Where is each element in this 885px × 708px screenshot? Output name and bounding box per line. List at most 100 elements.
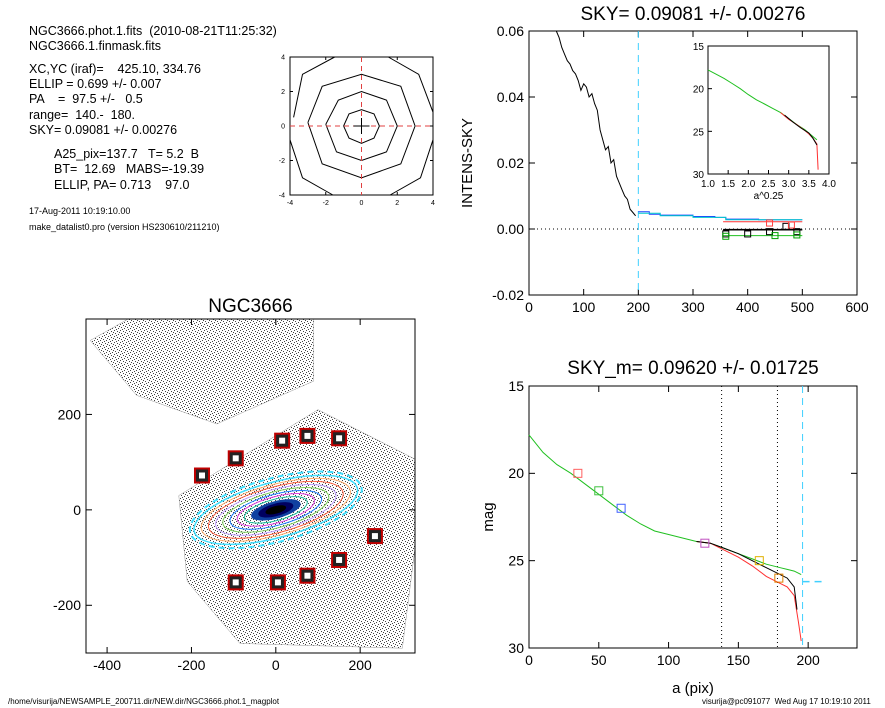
header-position-angle: PA = 97.5 +/- 0.5	[29, 92, 143, 106]
mag-xtick-label: 50	[591, 652, 607, 668]
sky-marker	[766, 228, 774, 236]
sky-box-center	[232, 579, 239, 586]
contour-ytick-label: -4	[279, 192, 285, 199]
galaxy-isophote	[265, 505, 287, 515]
sky-ytick-label: 0.02	[497, 155, 524, 171]
contour-ytick-label: 4	[281, 54, 285, 61]
inset-xtick-label: 2.5	[762, 179, 776, 190]
contour-ytick-label: 2	[281, 89, 285, 96]
galaxy-isophote	[200, 477, 351, 542]
galaxy-isophote	[207, 480, 344, 539]
mag-xtick-label: 0	[525, 652, 533, 668]
galaxy-xtick-label: -400	[93, 657, 121, 673]
sky-marker	[722, 232, 730, 240]
sky-ytick-label: -0.02	[492, 287, 524, 303]
sky-box-center	[304, 432, 311, 439]
galaxy-sky-ellipse	[188, 470, 363, 550]
mag-xlabel: a (pix)	[672, 680, 714, 697]
mag-marker	[573, 468, 583, 478]
header-date: 17-Aug-2011 10:19:10.00	[29, 206, 131, 216]
sky-ytick-label: 0.00	[497, 221, 524, 237]
sky-xtick-label: 300	[681, 299, 705, 315]
inset-xlabel: a^0.25	[754, 191, 784, 202]
sky-box-center	[274, 579, 281, 586]
galaxy-xtick-label: -200	[177, 657, 205, 673]
galaxy-ytick-label: 0	[73, 502, 81, 518]
contour-line	[293, 56, 335, 118]
contour-line	[325, 90, 398, 162]
inset-ytick-label: 15	[693, 42, 705, 53]
inset-xtick-label: 4.0	[822, 179, 836, 190]
sky-box-center	[336, 435, 343, 442]
contour-line	[289, 139, 334, 196]
mag-xtick-label: 200	[796, 652, 820, 668]
sky-box-center	[232, 455, 239, 462]
galaxy-isophote	[222, 486, 330, 533]
footer-user: visurija@pc091077 Wed Aug 17 10:19:10 20…	[702, 697, 871, 706]
sky-box-center	[304, 572, 311, 579]
contour-xtick-label: 0	[360, 200, 364, 207]
footer-path: /home/visurija/NEWSAMPLE_200711.dir/NEW.…	[8, 697, 280, 706]
mag-xtick-label: 100	[657, 652, 681, 668]
sky-marker	[766, 219, 774, 227]
sky-xtick-label: 600	[845, 299, 869, 315]
inset-ytick-label: 30	[693, 170, 705, 181]
sky-box-center	[279, 437, 286, 444]
sky-box-center	[198, 472, 205, 479]
inset-xtick-label: 2.0	[741, 179, 755, 190]
galaxy-isophote	[215, 483, 337, 536]
sky-field-main	[178, 409, 415, 649]
sky-marker	[787, 221, 795, 229]
mag-ylabel: mag	[480, 502, 497, 531]
header-program: make_datalist0.pro (version HS230610/211…	[29, 222, 220, 232]
mag-marker	[774, 573, 784, 583]
galaxy-isophote	[193, 474, 359, 546]
galaxy-axes	[85, 318, 416, 654]
contour-xtick-label: 4	[431, 200, 435, 207]
contour-line	[388, 56, 434, 113]
sky-ytick-label: 0.06	[497, 23, 524, 39]
sky-xtick-label: 200	[627, 299, 651, 315]
galaxy-ytick-label: -200	[53, 597, 81, 613]
contour-xtick-label: -4	[287, 200, 293, 207]
header-a25: A25_pix=137.7 T= 5.2 B	[54, 147, 200, 161]
header-ellipticity: ELLIP = 0.699 +/- 0.007	[29, 77, 162, 91]
mag-title: SKY_m= 0.09620 +/- 0.01725	[567, 358, 818, 379]
mag-series-line	[528, 434, 802, 576]
galaxy-xtick-label: 0	[272, 657, 280, 673]
inset-ytick-label: 20	[693, 85, 705, 96]
sky-title: SKY= 0.09081 +/- 0.00276	[580, 4, 805, 25]
header-filename: NGC3666.phot.1.fits (2010-08-21T11:25:32…	[29, 24, 277, 38]
inset-series-line	[784, 114, 818, 146]
sky-box-center	[371, 533, 378, 540]
mag-ytick-label: 25	[508, 553, 524, 569]
contour-ytick-label: 0	[281, 123, 285, 130]
galaxy-isophote	[236, 493, 315, 527]
sky-marker	[771, 232, 779, 240]
mag-series-line	[696, 541, 802, 642]
header-center: XC,YC (iraf)= 425.10, 334.76	[29, 62, 201, 76]
contour-xtick-label: 2	[395, 200, 399, 207]
mag-marker	[700, 538, 710, 548]
contour-ytick-label: -2	[279, 158, 285, 165]
galaxy-isophote	[243, 496, 308, 524]
galaxy-title: NGC3666	[208, 296, 293, 317]
mag-ytick-label: 15	[508, 378, 524, 394]
header-ellip-pa: ELLIP, PA= 0.713 97.0	[54, 178, 190, 192]
inset-xtick-label: 3.5	[802, 179, 816, 190]
contour-line	[343, 109, 380, 144]
galaxy-ytick-label: 200	[58, 406, 82, 422]
inset-xtick-label: 1.0	[701, 179, 715, 190]
sky-ylabel: INTENS-SKY	[459, 118, 476, 208]
sky-marker	[744, 230, 752, 238]
inset-axes	[707, 45, 830, 175]
sky-ytick-label: 0.04	[497, 89, 524, 105]
mag-axes	[528, 385, 858, 649]
sky-box-center	[336, 556, 343, 563]
inset-xtick-label: 3.0	[782, 179, 796, 190]
galaxy-image	[89, 319, 415, 649]
mag-marker	[754, 556, 764, 566]
sky-xtick-label: 100	[572, 299, 596, 315]
sky-xtick-label: 0	[525, 299, 533, 315]
